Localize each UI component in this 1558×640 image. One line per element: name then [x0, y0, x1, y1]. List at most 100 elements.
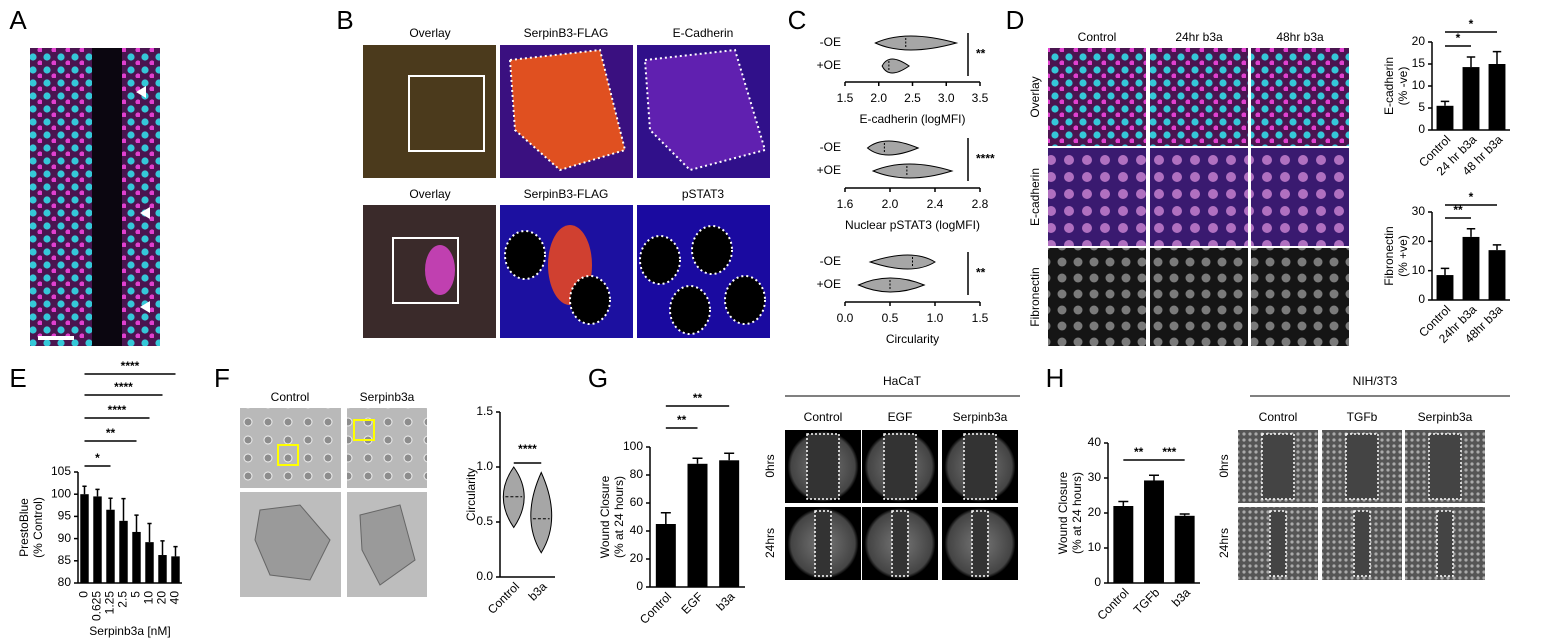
bar — [1436, 105, 1454, 130]
y-tick-label: 60 — [630, 495, 644, 509]
group-title: HaCaT — [883, 374, 922, 388]
bar — [1174, 515, 1195, 583]
arrowhead — [200, 112, 210, 124]
sig-label: ** — [106, 426, 116, 440]
x-axis-label: Nuclear pSTAT3 (logMFI) — [845, 218, 980, 232]
micrograph — [1251, 148, 1349, 246]
violin — [871, 163, 954, 179]
micrograph — [363, 45, 496, 178]
wound-edge — [1436, 510, 1454, 577]
x-tick-label: 2.0 — [870, 91, 887, 105]
nucleus-outline — [691, 225, 733, 275]
y-tick-label: 100 — [51, 486, 71, 500]
y-tick-label: 0 — [1418, 122, 1425, 136]
row-label: 0hrs — [763, 454, 777, 477]
panel-letter: A — [9, 5, 27, 35]
violin — [881, 58, 911, 74]
violin — [530, 471, 553, 554]
y-tick-label: 1.5 — [476, 404, 493, 418]
column-label: Serpinb3a — [360, 390, 415, 404]
sig-label: ** — [976, 266, 986, 280]
bar — [80, 494, 89, 583]
column-label: Overlay — [409, 26, 450, 40]
y-axis-label: (% at 24 hours) — [1070, 472, 1084, 554]
y-tick-label: 5 — [1418, 100, 1425, 114]
wound-edge — [883, 433, 917, 500]
sig-label: * — [1469, 190, 1474, 204]
inset-box — [277, 444, 299, 466]
error-bar — [160, 540, 165, 556]
sig-label: *** — [1162, 445, 1176, 459]
panel-letter: D — [1006, 5, 1025, 35]
y-tick-label: 20 — [630, 551, 644, 565]
bar — [171, 556, 180, 583]
panel-letter: F — [214, 363, 230, 393]
bar — [719, 460, 740, 587]
y-tick-label: +OE — [817, 277, 841, 291]
panel-letter: B — [336, 5, 353, 35]
error-bar — [121, 497, 126, 521]
wound-edge — [1428, 433, 1462, 500]
sig-label: ** — [693, 391, 703, 405]
micrograph — [1150, 248, 1248, 346]
column-label: Control — [804, 410, 843, 424]
y-axis-label: (% +ve) — [1396, 235, 1410, 277]
x-tick-label: b3a — [1169, 585, 1193, 609]
y-tick-label: 20 — [1088, 505, 1102, 519]
error-bar — [173, 545, 178, 557]
error-bar — [108, 497, 113, 510]
row-label: 24hrs — [1217, 528, 1231, 558]
arrowhead — [140, 207, 150, 219]
sig-label: ** — [1134, 445, 1144, 459]
sig-label: **** — [108, 403, 127, 417]
error-bar — [1440, 100, 1450, 106]
sig-label: * — [95, 451, 100, 465]
nucleus-outline — [504, 230, 546, 280]
x-tick-label: 2.5 — [116, 591, 130, 608]
y-tick-label: 0.5 — [476, 514, 493, 528]
cell-outline — [508, 48, 627, 172]
y-tick-label: 95 — [58, 509, 72, 523]
bar — [1488, 250, 1506, 300]
y-tick-label: 105 — [51, 464, 71, 478]
column-label: SerpinB3-FLAG — [524, 187, 609, 201]
x-axis-label: Circularity — [886, 332, 939, 346]
y-tick-label: 85 — [58, 553, 72, 567]
column-label: 24hr b3a — [1175, 30, 1223, 44]
nucleus-outline — [639, 235, 681, 285]
micrograph — [347, 408, 427, 488]
column-label: Control — [1259, 410, 1298, 424]
y-tick-label: -OE — [820, 140, 841, 154]
bar — [106, 509, 115, 583]
x-tick-label: 1.6 — [837, 197, 854, 211]
micrograph — [1048, 248, 1146, 346]
x-tick-label: 3.0 — [938, 91, 955, 105]
micrograph — [1048, 48, 1146, 146]
sig-label: ** — [677, 413, 687, 427]
column-label: 48hr b3a — [1276, 30, 1324, 44]
sig-label: **** — [121, 359, 140, 373]
error-bar — [1149, 474, 1159, 481]
column-label: pSTAT3 — [682, 187, 725, 201]
x-tick-label: Control — [637, 589, 674, 626]
group-title: NIH/3T3 — [1353, 374, 1398, 388]
wound-edge — [963, 433, 997, 500]
y-axis-label: Fibronectin — [1382, 226, 1396, 285]
y-tick-label: 80 — [58, 575, 72, 589]
row-label: 24hrs — [763, 528, 777, 558]
wound-edge — [1353, 510, 1371, 577]
bar — [687, 463, 708, 587]
y-tick-label: 100 — [623, 439, 643, 453]
x-tick-label: 0.5 — [882, 311, 899, 325]
x-tick-label: b3a — [526, 579, 550, 603]
x-tick-label: 20 — [155, 591, 169, 605]
x-tick-label: 0.0 — [837, 311, 854, 325]
x-tick-label: 40 — [168, 591, 182, 605]
error-bar — [95, 488, 100, 497]
error-bar — [1466, 56, 1476, 68]
y-axis-label: Circularity — [464, 468, 478, 521]
violin — [502, 466, 525, 529]
bar — [158, 555, 167, 583]
